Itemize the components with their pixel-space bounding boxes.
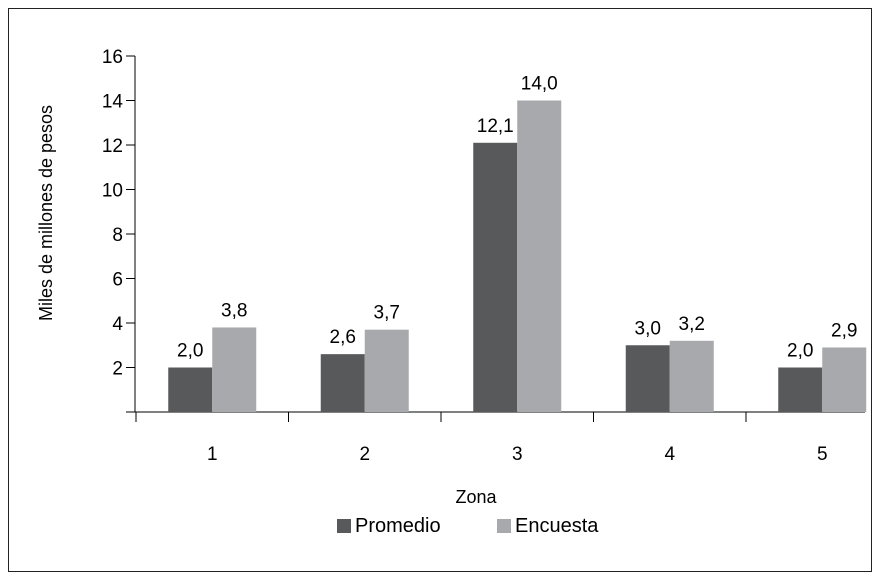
data-label: 2,6 (330, 327, 356, 348)
bars (168, 100, 867, 412)
bar-encuesta-1 (212, 327, 257, 412)
y-axis: 2 4 6 8 10 12 14 16 (102, 47, 136, 413)
data-label: 3,2 (679, 314, 705, 335)
x-axis: 1 2 3 4 5 (135, 411, 865, 465)
y-tick-label: 16 (102, 47, 123, 68)
legend-label-promedio: Promedio (355, 515, 441, 537)
legend-label-encuesta: Encuesta (515, 515, 599, 537)
y-tick-label: 14 (102, 92, 124, 113)
legend-swatch-encuesta (497, 519, 511, 533)
bar-promedio-1 (168, 367, 213, 412)
bar-promedio-2 (320, 354, 365, 412)
bar-promedio-3 (473, 142, 518, 412)
bar-encuesta-2 (364, 329, 409, 412)
x-tick-label: 3 (512, 444, 523, 465)
bar-encuesta-4 (669, 340, 714, 412)
data-labels: 2,0 3,8 2,6 3,7 12,1 14,0 3,0 3,2 2,0 2,9 (177, 74, 857, 362)
legend: Promedio Encuesta (337, 515, 599, 537)
data-label: 2,0 (177, 341, 203, 362)
bar-encuesta-3 (517, 100, 562, 412)
bar-promedio-5 (778, 367, 823, 412)
y-tick-label: 6 (112, 270, 123, 291)
data-label: 3,7 (374, 303, 400, 324)
data-label: 3,8 (221, 300, 247, 321)
y-tick-label: 8 (112, 225, 123, 246)
legend-swatch-promedio (337, 519, 351, 533)
data-label: 14,0 (521, 74, 558, 95)
data-label: 2,9 (831, 320, 857, 341)
data-label: 2,0 (787, 341, 813, 362)
x-tick-label: 2 (359, 444, 370, 465)
data-label: 3,0 (635, 318, 661, 339)
y-tick-label: 2 (112, 359, 123, 380)
bar-encuesta-5 (822, 347, 867, 412)
chart-frame (8, 8, 872, 572)
y-axis-title: Miles de millones de pesos (36, 105, 56, 321)
x-tick-label: 4 (664, 444, 675, 465)
y-tick-label: 10 (102, 181, 123, 202)
bar-promedio-4 (625, 345, 670, 412)
y-tick-label: 12 (102, 136, 123, 157)
data-label: 12,1 (477, 116, 514, 137)
y-tick-label: 4 (112, 314, 123, 335)
x-tick-label: 1 (207, 444, 218, 465)
x-tick-label: 5 (817, 444, 828, 465)
x-axis-title: Zona (455, 487, 497, 507)
